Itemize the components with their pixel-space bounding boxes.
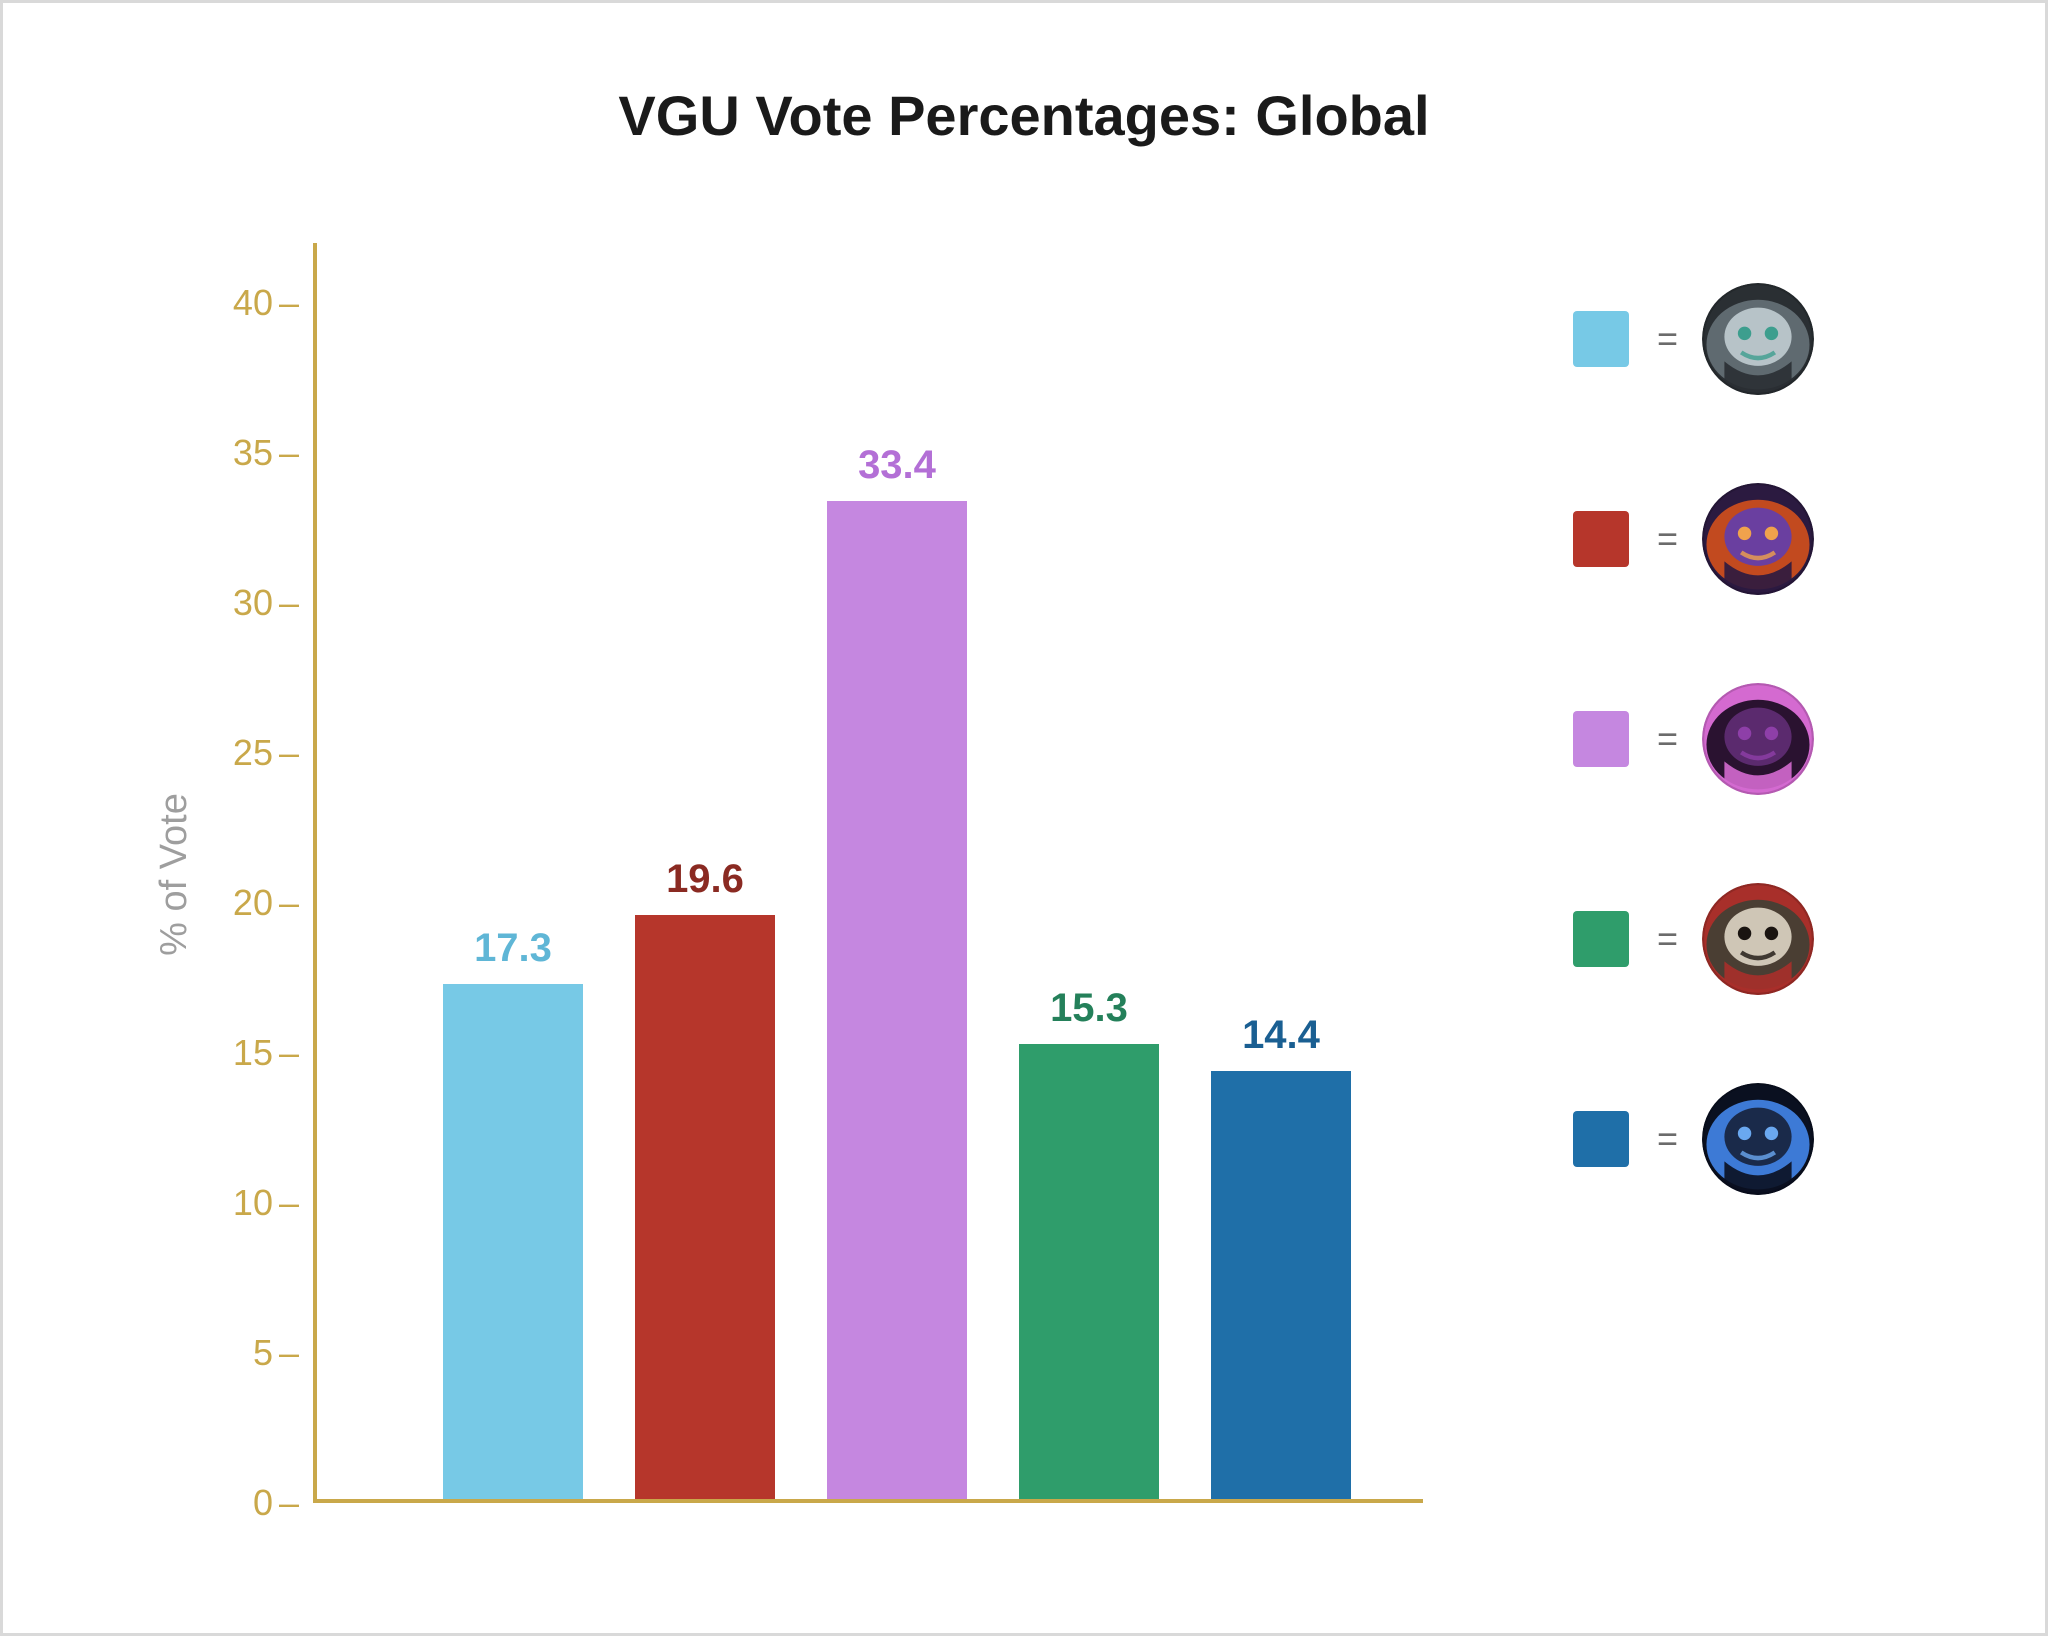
bar-label-kogmaw: 15.3 (999, 986, 1179, 1031)
chart-title: VGU Vote Percentages: Global (3, 83, 2045, 148)
legend-equals: = (1657, 918, 1678, 960)
y-tick-label: 35 (233, 432, 273, 474)
y-tick-dash: – (279, 732, 299, 774)
y-tick-label: 30 (233, 582, 273, 624)
bar-nocturne (1211, 1071, 1351, 1499)
legend-item-kogmaw: = (1573, 883, 1814, 995)
bar-label-tryndamere: 17.3 (423, 926, 603, 971)
avatar-kogmaw-icon (1702, 883, 1814, 995)
bar-kogmaw (1019, 1044, 1159, 1499)
y-tick: 10– (179, 1185, 299, 1221)
y-tick-label: 15 (233, 1032, 273, 1074)
legend-swatch-nocturne (1573, 1111, 1629, 1167)
plot-area: 0–5–10–15–20–25–30–35–40–17.319.633.415.… (313, 243, 1423, 1503)
legend-equals: = (1657, 718, 1678, 760)
y-axis-line (313, 243, 317, 1503)
y-tick: 40– (179, 285, 299, 321)
x-axis-line (313, 1499, 1423, 1503)
y-tick-dash: – (279, 1482, 299, 1524)
y-tick-label: 25 (233, 732, 273, 774)
y-tick: 35– (179, 435, 299, 471)
bar-tryndamere (443, 984, 583, 1499)
avatar-shyvana-icon (1702, 483, 1814, 595)
y-tick-dash: – (279, 1182, 299, 1224)
legend-swatch-tryndamere (1573, 311, 1629, 367)
bar-label-chogath: 33.4 (807, 443, 987, 488)
y-tick-dash: – (279, 282, 299, 324)
y-tick-dash: – (279, 1332, 299, 1374)
y-tick: 15– (179, 1035, 299, 1071)
legend-item-chogath: = (1573, 683, 1814, 795)
y-tick-label: 0 (253, 1482, 273, 1524)
y-tick: 20– (179, 885, 299, 921)
legend-swatch-kogmaw (1573, 911, 1629, 967)
avatar-nocturne-icon (1702, 1083, 1814, 1195)
y-tick-label: 20 (233, 882, 273, 924)
legend-swatch-shyvana (1573, 511, 1629, 567)
y-tick: 5– (179, 1335, 299, 1371)
legend-equals: = (1657, 1118, 1678, 1160)
y-tick-dash: – (279, 582, 299, 624)
y-tick-label: 10 (233, 1182, 273, 1224)
bar-shyvana (635, 915, 775, 1499)
legend-equals: = (1657, 518, 1678, 560)
avatar-tryndamere-icon (1702, 283, 1814, 395)
y-tick-label: 5 (253, 1332, 273, 1374)
legend-item-tryndamere: = (1573, 283, 1814, 395)
legend-equals: = (1657, 318, 1678, 360)
chart-frame: VGU Vote Percentages: Global % of Vote 0… (0, 0, 2048, 1636)
legend-item-shyvana: = (1573, 483, 1814, 595)
avatar-chogath-icon (1702, 683, 1814, 795)
legend-swatch-chogath (1573, 711, 1629, 767)
legend: = = (1573, 283, 1973, 1283)
bar-label-nocturne: 14.4 (1191, 1013, 1371, 1058)
y-axis-label: % of Vote (153, 793, 196, 956)
y-tick: 0– (179, 1485, 299, 1521)
bar-chogath (827, 501, 967, 1499)
y-tick: 30– (179, 585, 299, 621)
y-tick: 25– (179, 735, 299, 771)
y-tick-dash: – (279, 1032, 299, 1074)
y-tick-label: 40 (233, 282, 273, 324)
legend-item-nocturne: = (1573, 1083, 1814, 1195)
y-tick-dash: – (279, 432, 299, 474)
y-tick-dash: – (279, 882, 299, 924)
bar-label-shyvana: 19.6 (615, 857, 795, 902)
